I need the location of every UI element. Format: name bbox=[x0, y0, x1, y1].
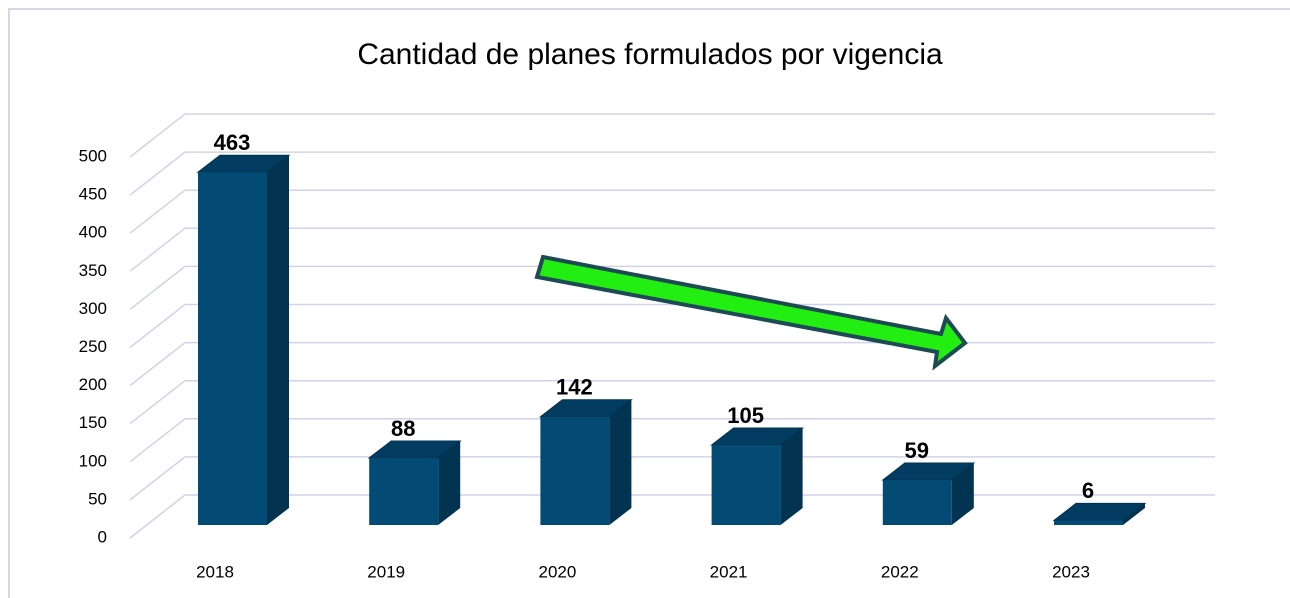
grid-line bbox=[129, 456, 1215, 501]
y-tick-label: 150 bbox=[79, 413, 107, 432]
bar bbox=[538, 399, 633, 525]
value-label: 6 bbox=[1082, 478, 1094, 503]
value-label: 105 bbox=[727, 403, 764, 428]
bar-front bbox=[369, 457, 439, 525]
grid-line bbox=[129, 379, 1215, 425]
grid-line bbox=[129, 303, 1215, 349]
grid-line bbox=[129, 494, 1215, 539]
bar bbox=[367, 440, 462, 525]
x-tick-label: 2018 bbox=[196, 562, 234, 581]
bar-front bbox=[711, 444, 781, 525]
grid-line bbox=[129, 189, 1215, 234]
x-tick-label: 2023 bbox=[1052, 562, 1090, 581]
bar bbox=[196, 154, 291, 525]
x-tick-label: 2021 bbox=[710, 562, 748, 581]
grid-line bbox=[129, 265, 1215, 310]
bar-side bbox=[438, 440, 461, 525]
grid-line bbox=[129, 113, 1215, 158]
bar-side bbox=[780, 427, 803, 525]
y-tick-label: 200 bbox=[79, 375, 107, 394]
bar-front bbox=[198, 172, 267, 525]
bar-side bbox=[609, 399, 632, 525]
x-tick-label: 2022 bbox=[881, 562, 919, 581]
y-tick-label: 500 bbox=[79, 146, 107, 165]
bar bbox=[881, 462, 976, 525]
chart-title: Cantidad de planes formulados por vigenc… bbox=[357, 38, 943, 71]
y-tick-label: 450 bbox=[79, 185, 107, 204]
value-label: 88 bbox=[391, 416, 415, 441]
bar-front bbox=[882, 480, 952, 525]
bar-front bbox=[1054, 520, 1123, 525]
bar-side bbox=[1123, 503, 1145, 525]
value-label: 142 bbox=[556, 375, 593, 400]
value-label: 59 bbox=[905, 438, 929, 463]
y-tick-label: 350 bbox=[79, 261, 107, 280]
bar bbox=[1052, 502, 1147, 525]
grid-line bbox=[129, 341, 1215, 387]
y-tick-label: 100 bbox=[79, 451, 107, 470]
grid-line bbox=[129, 151, 1215, 196]
bar-front bbox=[540, 416, 610, 525]
y-tick-label: 50 bbox=[88, 489, 107, 508]
bar bbox=[710, 427, 805, 525]
grid-line bbox=[129, 418, 1215, 463]
y-tick-label: 0 bbox=[98, 527, 107, 546]
grid-line bbox=[129, 227, 1215, 272]
bar-side bbox=[267, 155, 289, 525]
y-tick-label: 250 bbox=[79, 337, 107, 356]
bar-side bbox=[951, 463, 974, 525]
value-label: 463 bbox=[214, 130, 251, 155]
y-tick-label: 300 bbox=[79, 299, 107, 318]
x-tick-label: 2019 bbox=[367, 562, 405, 581]
trend-arrow bbox=[534, 254, 968, 371]
y-tick-label: 400 bbox=[79, 223, 107, 242]
x-tick-label: 2020 bbox=[538, 562, 576, 581]
